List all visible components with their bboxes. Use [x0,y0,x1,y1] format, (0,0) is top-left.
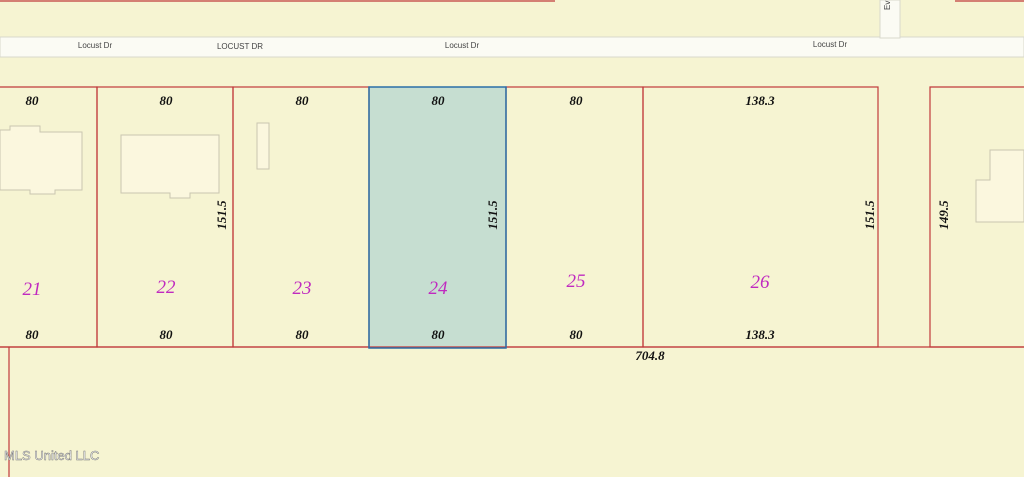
lot-number: 23 [293,278,312,299]
building [120,134,220,199]
front-dimension: 80 [160,93,174,108]
depth-label: 151.5 [214,200,229,230]
building [256,122,270,170]
rear-dimension: 80 [432,327,446,342]
lot-line [96,86,234,348]
road [0,36,1024,58]
lot-number: 25 [567,271,586,292]
rear-dimension: 80 [160,327,174,342]
street-label: Locust Dr [78,41,113,50]
selected-lot [369,87,506,348]
street-label: Locust Dr [445,41,480,50]
lot-line [642,86,879,348]
rear-dimension: 80 [570,327,584,342]
lot-number: 26 [751,272,771,293]
street-label: Ev [883,1,892,10]
lot-number: 22 [157,277,177,298]
road [879,0,901,39]
front-dimension: 80 [432,93,446,108]
front-dimension: 80 [26,93,40,108]
front-dimension: 80 [296,93,310,108]
building [0,125,83,195]
building [975,149,1024,223]
lot-labels: 80 80 21 80 80 22 80 80 23 80 80 24 80 80 25 138.3 138.3… [23,93,776,342]
depth-label: 149.5 [936,200,951,230]
front-dimension: 80 [570,93,584,108]
lot-line [505,86,644,348]
lot-number: 24 [429,278,449,299]
total-frontage: 704.8 [635,348,665,363]
street-label: Locust Dr [813,40,848,49]
selected-lot-outline [368,86,507,349]
front-dimension: 138.3 [745,93,775,108]
depth-label: 151.5 [485,200,500,230]
depth-label: 151.5 [862,200,877,230]
lot-number: 21 [23,279,42,300]
rear-dimension: 80 [26,327,40,342]
street-label: LOCUST DR [217,42,263,51]
rear-dimension: 80 [296,327,310,342]
lot-line [232,86,370,348]
watermark: MLS United LLC [4,448,99,463]
rear-dimension: 138.3 [745,327,775,342]
